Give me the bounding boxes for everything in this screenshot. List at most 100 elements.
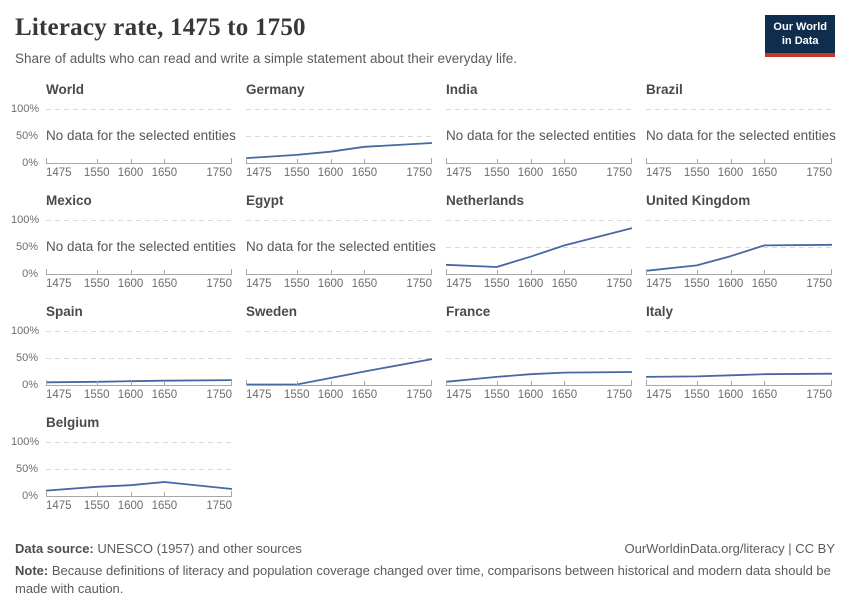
facet-brazil[interactable]: Brazil No data for the selected entities 1… — [646, 82, 836, 193]
x-tick-mark — [564, 381, 566, 385]
owid-logo[interactable]: Our World in Data — [765, 15, 835, 57]
x-tick-label: 1600 — [117, 500, 144, 512]
facet-egypt[interactable]: Egypt No data for the selected entities 14… — [246, 193, 436, 304]
page-title: Literacy rate, 1475 to 1750 — [15, 14, 306, 41]
x-tick-label: 1550 — [683, 278, 710, 290]
plot-area: 100% 50% 0% No data for the selected entiti… — [11, 103, 236, 179]
x-tick-label: 1475 — [46, 167, 72, 179]
facet-india[interactable]: India No data for the selected entities 14… — [446, 82, 636, 193]
y-tick-label: 50% — [15, 241, 38, 253]
note-text: Because definitions of literacy and popu… — [15, 563, 831, 596]
plot-area: No data for the selected entities 1475 155… — [446, 109, 636, 179]
x-tick-mark — [696, 159, 698, 163]
x-tick-label: 1750 — [406, 278, 432, 290]
x-tick-mark — [330, 270, 332, 274]
x-tick-label: 1750 — [406, 389, 432, 401]
x-tick-mark — [631, 380, 632, 385]
x-tick-mark — [130, 492, 132, 496]
x-tick-label: 1475 — [446, 167, 472, 179]
x-tick-label: 1750 — [806, 167, 832, 179]
facet-france[interactable]: France 1475 1550 1600 1650 1750 — [445, 304, 633, 415]
x-tick-mark — [130, 270, 132, 274]
line-series — [246, 358, 433, 386]
gridline-100pct — [246, 220, 432, 221]
gridline-100pct — [246, 109, 432, 110]
y-tick-label: 100% — [11, 103, 40, 115]
gridline-100pct — [446, 109, 632, 110]
x-tick-label: 1650 — [351, 389, 378, 401]
x-tick-mark — [46, 269, 47, 274]
facet-germany[interactable]: Germany 1475 1550 1600 1650 1750 — [245, 82, 433, 193]
x-tick-label: 1475 — [646, 167, 672, 179]
facet-united-kingdom[interactable]: United Kingdom 1475 1550 1600 1650 1750 — [645, 193, 833, 304]
gridline-100pct — [46, 220, 232, 221]
x-tick-mark — [296, 381, 298, 385]
source-row: Data source: UNESCO (1957) and other sou… — [15, 541, 835, 556]
gridline-100pct — [646, 109, 832, 110]
attribution-link[interactable]: OurWorldinData.org/literacy | CC BY — [624, 541, 835, 556]
x-tick-label: 1750 — [806, 278, 832, 290]
x-tick-mark — [431, 380, 432, 385]
x-tick-label: 1650 — [551, 389, 578, 401]
facet-spain[interactable]: Spain 100% 50% 0% 1475 1550 1600 1650 1750 — [11, 304, 233, 415]
x-tick-mark — [631, 158, 632, 163]
no-data-message: No data for the selected entities — [46, 128, 236, 144]
x-tick-label: 1600 — [717, 167, 744, 179]
x-tick-mark — [696, 270, 698, 274]
line-series — [445, 371, 633, 383]
x-tick-label: 1600 — [317, 389, 344, 401]
x-axis — [646, 380, 832, 386]
plot-area: 1475 1550 1600 1650 1750 — [245, 109, 433, 179]
gridline-50pct — [446, 247, 632, 248]
x-tick-mark — [130, 159, 132, 163]
x-tick-label: 1650 — [551, 167, 578, 179]
x-tick-mark — [231, 380, 232, 385]
y-tick-label: 0% — [22, 379, 38, 391]
facet-title: France — [446, 304, 491, 319]
x-tick-mark — [296, 159, 298, 163]
x-tick-mark — [246, 269, 247, 274]
line-series — [645, 372, 833, 378]
x-axis — [46, 158, 232, 164]
x-tick-label: 1600 — [117, 389, 144, 401]
x-axis — [246, 269, 432, 275]
x-tick-label: 1650 — [351, 167, 378, 179]
page-subtitle: Share of adults who can read and write a… — [15, 51, 518, 66]
x-tick-label: 1550 — [683, 167, 710, 179]
y-tick-label: 0% — [22, 157, 38, 169]
line-series — [245, 142, 433, 159]
x-tick-label: 1600 — [517, 278, 544, 290]
facet-title: Netherlands — [446, 193, 525, 208]
x-tick-mark — [130, 381, 132, 385]
facet-mexico[interactable]: Mexico 100% 50% 0% No data for the selected … — [11, 193, 236, 304]
gridline-100pct — [446, 220, 632, 221]
facet-belgium[interactable]: Belgium 100% 50% 0% 1475 1550 1600 1650 1750 — [11, 415, 233, 526]
x-tick-label: 1550 — [83, 167, 110, 179]
plot-area: No data for the selected entities 1475 155… — [646, 109, 836, 179]
x-tick-mark — [831, 158, 832, 163]
gridline-100pct — [446, 331, 632, 332]
x-tick-label: 1750 — [806, 389, 832, 401]
facet-world[interactable]: World 100% 50% 0% No data for the selected e… — [11, 82, 236, 193]
x-tick-label: 1750 — [606, 167, 632, 179]
no-data-message: No data for the selected entities — [46, 239, 236, 255]
x-tick-label: 1650 — [151, 278, 178, 290]
x-tick-mark — [231, 158, 232, 163]
x-tick-mark — [496, 381, 498, 385]
x-axis — [446, 269, 632, 275]
facet-netherlands[interactable]: Netherlands 1475 1550 1600 1650 1750 — [445, 193, 633, 304]
y-tick-label: 50% — [15, 130, 38, 142]
x-tick-label: 1550 — [83, 500, 110, 512]
x-tick-label: 1600 — [117, 278, 144, 290]
facet-italy[interactable]: Italy 1475 1550 1600 1650 1750 — [645, 304, 833, 415]
x-tick-mark — [530, 270, 532, 274]
plot-area: 1475 1550 1600 1650 1750 — [645, 331, 833, 401]
x-tick-label: 1550 — [483, 167, 510, 179]
x-tick-label: 1475 — [46, 500, 72, 512]
x-tick-label: 1600 — [517, 389, 544, 401]
x-tick-labels: 1475 1550 1600 1650 1750 — [246, 167, 432, 181]
x-tick-label: 1650 — [751, 389, 778, 401]
facet-sweden[interactable]: Sweden 1475 1550 1600 1650 1750 — [246, 304, 433, 415]
x-tick-mark — [231, 269, 232, 274]
